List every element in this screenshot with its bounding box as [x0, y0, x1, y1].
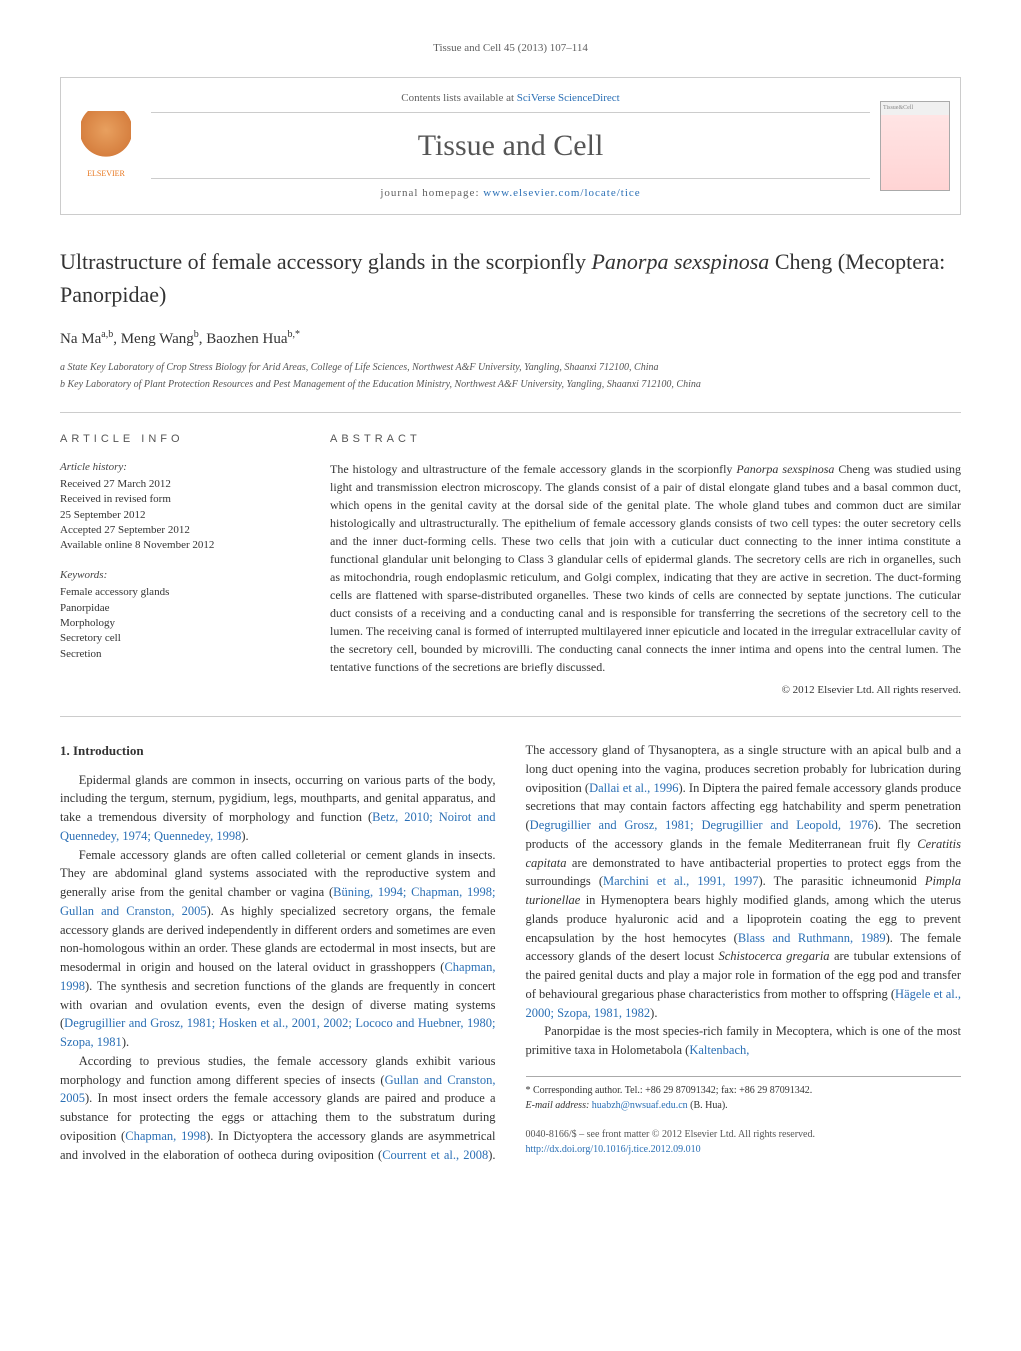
body-columns: 1. Introduction Epidermal glands are com… — [60, 741, 961, 1164]
journal-header: ELSEVIER Contents lists available at Sci… — [60, 77, 961, 215]
history-line: 25 September 2012 — [60, 508, 300, 523]
history-block: Article history: Received 27 March 2012 … — [60, 460, 300, 554]
article-title: Ultrastructure of female accessory gland… — [60, 245, 961, 311]
section-heading-1: 1. Introduction — [60, 741, 496, 761]
corresponding-author-line: * Corresponding author. Tel.: +86 29 870… — [526, 1083, 962, 1098]
affiliation-a: a State Key Laboratory of Crop Stress Bi… — [60, 360, 961, 375]
publisher-logo-cell: ELSEVIER — [61, 96, 151, 196]
history-line: Received 27 March 2012 — [60, 477, 300, 492]
email-attribution: (B. Hua). — [690, 1100, 728, 1111]
contents-available-line: Contents lists available at SciVerse Sci… — [151, 90, 870, 114]
header-center: Contents lists available at SciVerse Sci… — [151, 78, 870, 214]
doi-link[interactable]: http://dx.doi.org/10.1016/j.tice.2012.09… — [526, 1144, 701, 1155]
publisher-label: ELSEVIER — [87, 168, 125, 180]
info-abstract-row: ARTICLE INFO Article history: Received 2… — [60, 412, 961, 717]
affiliation-b: b Key Laboratory of Plant Protection Res… — [60, 377, 961, 392]
history-label: Article history: — [60, 460, 300, 475]
affiliations: a State Key Laboratory of Crop Stress Bi… — [60, 360, 961, 392]
elsevier-logo: ELSEVIER — [71, 106, 141, 186]
front-matter-line: 0040-8166/$ – see front matter © 2012 El… — [526, 1127, 962, 1142]
keywords-block: Keywords: Female accessory glands Panorp… — [60, 568, 300, 662]
cover-thumb-cell: Tissue&Cell — [870, 93, 960, 199]
abstract-copyright: © 2012 Elsevier Ltd. All rights reserved… — [330, 682, 961, 699]
keyword: Secretory cell — [60, 631, 300, 646]
body-paragraph: Panorpidae is the most species-rich fami… — [526, 1022, 962, 1060]
footer-meta: 0040-8166/$ – see front matter © 2012 El… — [526, 1127, 962, 1157]
homepage-prefix: journal homepage: — [380, 187, 483, 199]
article-info-label: ARTICLE INFO — [60, 431, 300, 448]
journal-reference: Tissue and Cell 45 (2013) 107–114 — [60, 40, 961, 57]
elsevier-tree-icon — [81, 111, 131, 166]
abstract-column: ABSTRACT The histology and ultrastructur… — [330, 431, 961, 698]
homepage-link[interactable]: www.elsevier.com/locate/tice — [483, 187, 640, 199]
journal-cover-thumbnail: Tissue&Cell — [880, 101, 950, 191]
corresponding-email-link[interactable]: huabzh@nwsuaf.edu.cn — [592, 1100, 688, 1111]
body-paragraph: Female accessory glands are often called… — [60, 846, 496, 1052]
authors-line: Na Maa,b, Meng Wangb, Baozhen Huab,* — [60, 327, 961, 351]
keywords-label: Keywords: — [60, 568, 300, 583]
keyword: Panorpidae — [60, 601, 300, 616]
contents-prefix: Contents lists available at — [401, 92, 516, 104]
sciencedirect-link[interactable]: SciVerse ScienceDirect — [517, 92, 620, 104]
abstract-label: ABSTRACT — [330, 431, 961, 448]
keyword: Morphology — [60, 616, 300, 631]
journal-homepage-line: journal homepage: www.elsevier.com/locat… — [151, 178, 870, 202]
journal-name: Tissue and Cell — [151, 123, 870, 168]
history-line: Received in revised form — [60, 492, 300, 507]
email-label: E-mail address: — [526, 1100, 590, 1111]
history-line: Accepted 27 September 2012 — [60, 523, 300, 538]
keyword: Female accessory glands — [60, 585, 300, 600]
keyword: Secretion — [60, 647, 300, 662]
abstract-text: The histology and ultrastructure of the … — [330, 460, 961, 676]
body-paragraph: Epidermal glands are common in insects, … — [60, 771, 496, 846]
article-info-column: ARTICLE INFO Article history: Received 2… — [60, 431, 300, 698]
corresponding-footnote: * Corresponding author. Tel.: +86 29 870… — [526, 1076, 962, 1113]
history-line: Available online 8 November 2012 — [60, 538, 300, 553]
